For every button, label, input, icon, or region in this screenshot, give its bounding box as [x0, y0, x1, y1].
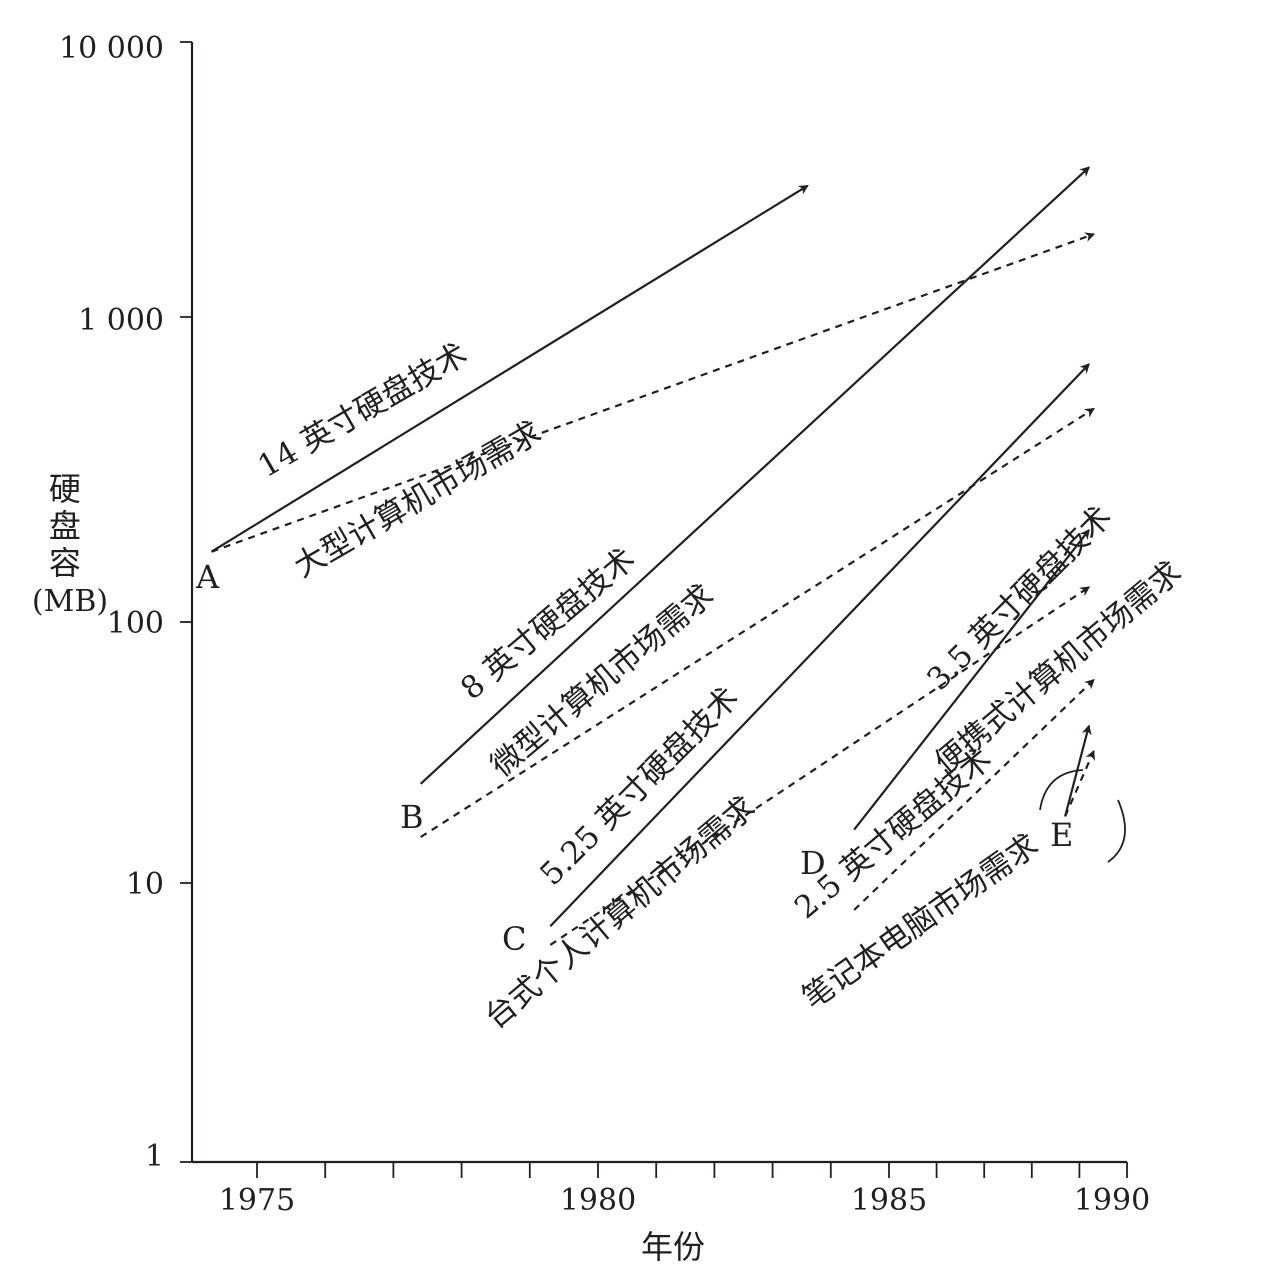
y-tick-label-10: 10 — [126, 867, 164, 902]
point-label-d: D — [800, 844, 826, 882]
y-tick-label-1: 1 — [145, 1139, 164, 1174]
bracket-right-curve — [1107, 799, 1126, 863]
y-axis-title-char: 容 — [49, 544, 81, 582]
series-line-5-demand — [549, 586, 1091, 946]
point-label-b: B — [400, 798, 424, 836]
series-line-0-technology — [210, 184, 809, 553]
y-tick-label-10000: 10 000 — [59, 31, 164, 66]
bracket-left-curve — [1039, 769, 1084, 811]
x-tick-label-1980: 1980 — [560, 1183, 636, 1218]
x-tick-label-1985: 1985 — [851, 1183, 927, 1218]
y-tick-label-1000: 1 000 — [78, 303, 164, 338]
x-ticks — [256, 1162, 1128, 1178]
series-label-3in-tech: 3.5 英寸硬盘技术 — [920, 499, 1119, 698]
point-label-c: C — [502, 920, 526, 958]
series-line-3-demand — [420, 407, 1095, 838]
x-tick-label-1990: 1990 — [1074, 1183, 1150, 1218]
series-line-6-technology — [853, 529, 1090, 831]
x-tick-label-1975: 1975 — [219, 1183, 295, 1218]
series-line-1-demand — [211, 232, 1096, 553]
y-ticks — [180, 41, 192, 1163]
y-tick-label-100: 100 — [107, 606, 164, 641]
series-line-4-technology — [549, 363, 1090, 927]
y-axis-title-char: 盘 — [49, 507, 81, 545]
series-label-notebook-demand: 笔记本电脑市场需求 — [796, 827, 1045, 1017]
y-axis-title: 硬 盘 容 (MB) — [32, 470, 108, 619]
series-lines — [210, 166, 1096, 946]
series-line-7-demand — [853, 678, 1095, 911]
y-axis-title-char: 硬 — [49, 470, 81, 508]
point-label-e: E — [1050, 816, 1073, 854]
point-label-a: A — [195, 558, 220, 596]
x-axis-title: 年份 — [641, 1228, 705, 1266]
y-axis-title-char: (MB) — [32, 584, 108, 619]
series-line-2-technology — [419, 166, 1091, 785]
